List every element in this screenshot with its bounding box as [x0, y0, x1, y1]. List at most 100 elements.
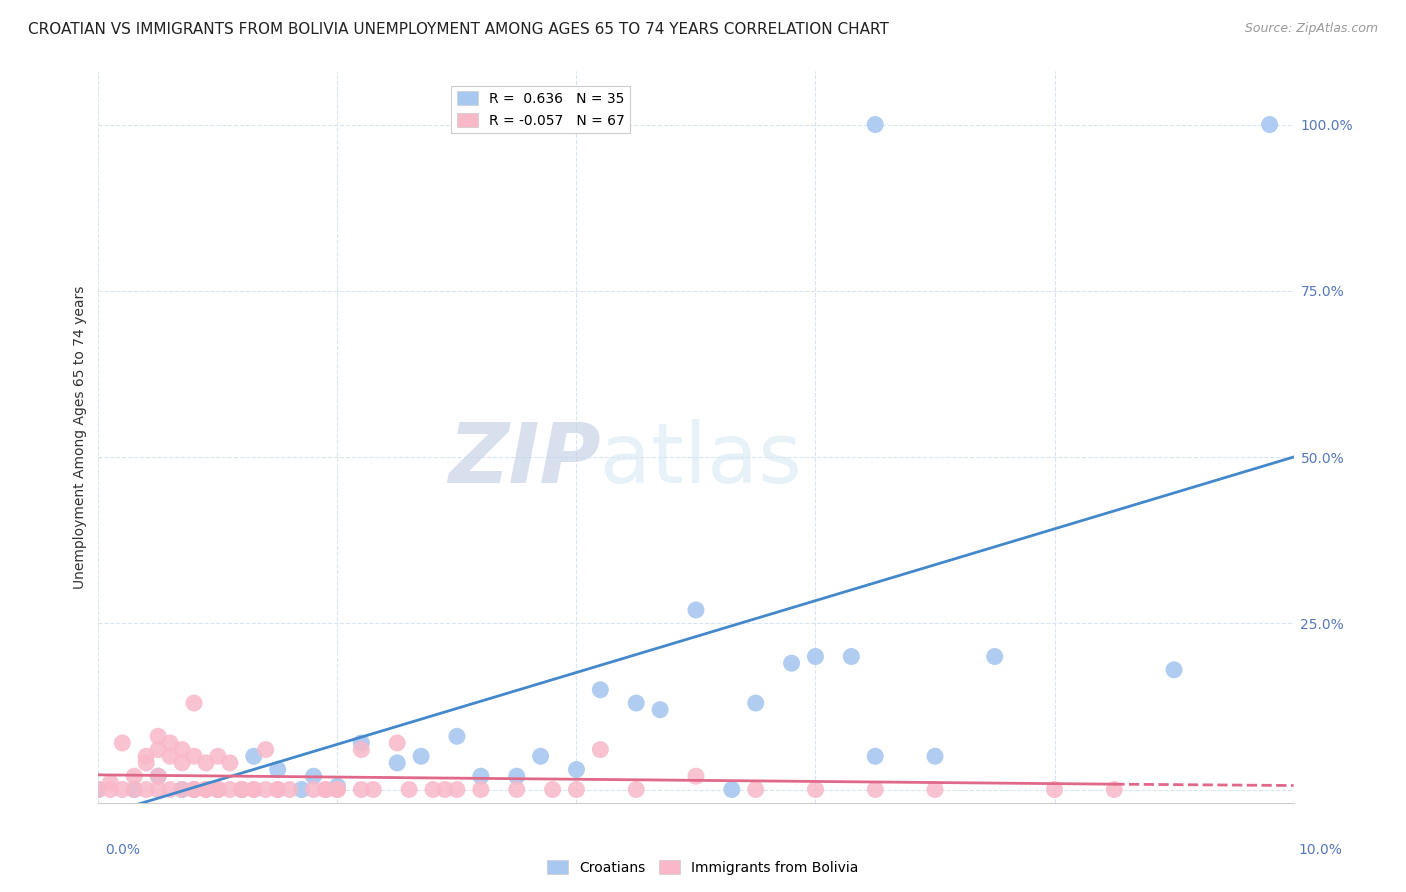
Point	[506, 769, 529, 783]
Point	[1104, 782, 1126, 797]
Point	[195, 756, 218, 770]
Text: Source: ZipAtlas.com: Source: ZipAtlas.com	[1244, 22, 1378, 36]
Point	[326, 782, 349, 797]
Point	[506, 782, 529, 797]
Point	[589, 682, 612, 697]
Point	[172, 782, 194, 797]
Point	[841, 649, 863, 664]
Point	[207, 749, 229, 764]
Point	[530, 749, 553, 764]
Point	[195, 782, 218, 797]
Point	[243, 782, 266, 797]
Point	[148, 769, 170, 783]
Point	[434, 782, 457, 797]
Point	[804, 649, 827, 664]
Point	[148, 742, 170, 756]
Point	[111, 736, 134, 750]
Point	[172, 756, 194, 770]
Point	[111, 782, 134, 797]
Point	[135, 756, 157, 770]
Point	[589, 742, 612, 756]
Point	[183, 749, 205, 764]
Point	[267, 763, 290, 777]
Point	[98, 776, 122, 790]
Point	[865, 749, 887, 764]
Point	[326, 782, 349, 797]
Point	[685, 603, 707, 617]
Text: atlas: atlas	[600, 418, 801, 500]
Point	[267, 782, 290, 797]
Point	[411, 749, 433, 764]
Point	[446, 729, 468, 743]
Y-axis label: Unemployment Among Ages 65 to 74 years: Unemployment Among Ages 65 to 74 years	[73, 285, 87, 589]
Point	[148, 782, 170, 797]
Point	[254, 742, 277, 756]
Point	[745, 782, 768, 797]
Point	[231, 782, 253, 797]
Point	[302, 769, 325, 783]
Point	[183, 782, 205, 797]
Point	[148, 769, 170, 783]
Point	[315, 782, 337, 797]
Point	[148, 729, 170, 743]
Point	[315, 782, 337, 797]
Point	[291, 782, 314, 797]
Text: ZIP: ZIP	[447, 418, 600, 500]
Point	[183, 782, 205, 797]
Point	[207, 782, 229, 797]
Point	[135, 782, 157, 797]
Point	[243, 782, 266, 797]
Point	[219, 756, 242, 770]
Point	[98, 782, 122, 797]
Point	[231, 782, 253, 797]
Point	[721, 782, 744, 797]
Point	[626, 782, 648, 797]
Text: 10.0%: 10.0%	[1299, 843, 1343, 857]
Point	[87, 782, 110, 797]
Point	[243, 749, 266, 764]
Point	[780, 656, 803, 670]
Point	[183, 696, 205, 710]
Point	[865, 782, 887, 797]
Point	[172, 742, 194, 756]
Point	[124, 782, 146, 797]
Point	[385, 756, 409, 770]
Point	[565, 782, 588, 797]
Text: CROATIAN VS IMMIGRANTS FROM BOLIVIA UNEMPLOYMENT AMONG AGES 65 TO 74 YEARS CORRE: CROATIAN VS IMMIGRANTS FROM BOLIVIA UNEM…	[28, 22, 889, 37]
Point	[350, 736, 373, 750]
Point	[745, 696, 768, 710]
Point	[804, 782, 827, 797]
Point	[422, 782, 444, 797]
Point	[159, 736, 181, 750]
Point	[207, 782, 229, 797]
Point	[231, 782, 253, 797]
Point	[470, 782, 492, 797]
Point	[183, 782, 205, 797]
Point	[1043, 782, 1066, 797]
Point	[124, 782, 146, 797]
Point	[470, 769, 492, 783]
Point	[385, 736, 409, 750]
Point	[363, 782, 385, 797]
Point	[87, 782, 110, 797]
Point	[398, 782, 420, 797]
Point	[159, 749, 181, 764]
Point	[207, 782, 229, 797]
Point	[924, 782, 946, 797]
Point	[541, 782, 564, 797]
Text: 0.0%: 0.0%	[105, 843, 141, 857]
Point	[135, 749, 157, 764]
Point	[159, 782, 181, 797]
Point	[172, 782, 194, 797]
Point	[267, 782, 290, 797]
Point	[326, 779, 349, 793]
Point	[350, 782, 373, 797]
Point	[254, 782, 277, 797]
Point	[865, 118, 887, 132]
Point	[278, 782, 301, 797]
Point	[1258, 118, 1281, 132]
Point	[350, 742, 373, 756]
Point	[685, 769, 707, 783]
Point	[302, 782, 325, 797]
Point	[924, 749, 946, 764]
